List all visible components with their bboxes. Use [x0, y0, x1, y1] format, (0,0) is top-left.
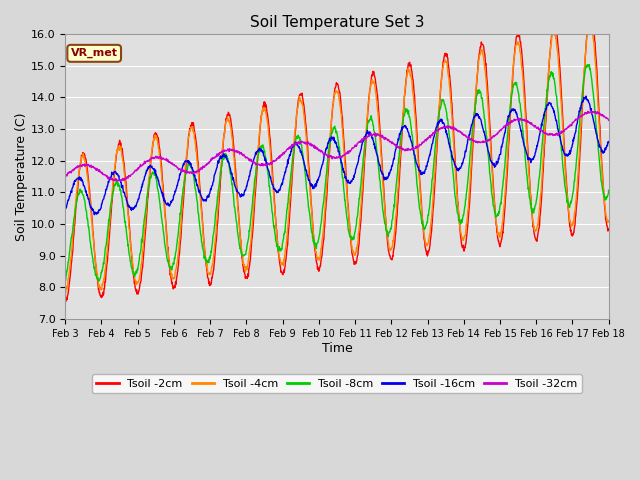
X-axis label: Time: Time	[321, 342, 352, 355]
Y-axis label: Soil Temperature (C): Soil Temperature (C)	[15, 112, 28, 241]
Legend: Tsoil -2cm, Tsoil -4cm, Tsoil -8cm, Tsoil -16cm, Tsoil -32cm: Tsoil -2cm, Tsoil -4cm, Tsoil -8cm, Tsoi…	[92, 374, 582, 393]
Text: VR_met: VR_met	[70, 48, 118, 59]
Title: Soil Temperature Set 3: Soil Temperature Set 3	[250, 15, 424, 30]
